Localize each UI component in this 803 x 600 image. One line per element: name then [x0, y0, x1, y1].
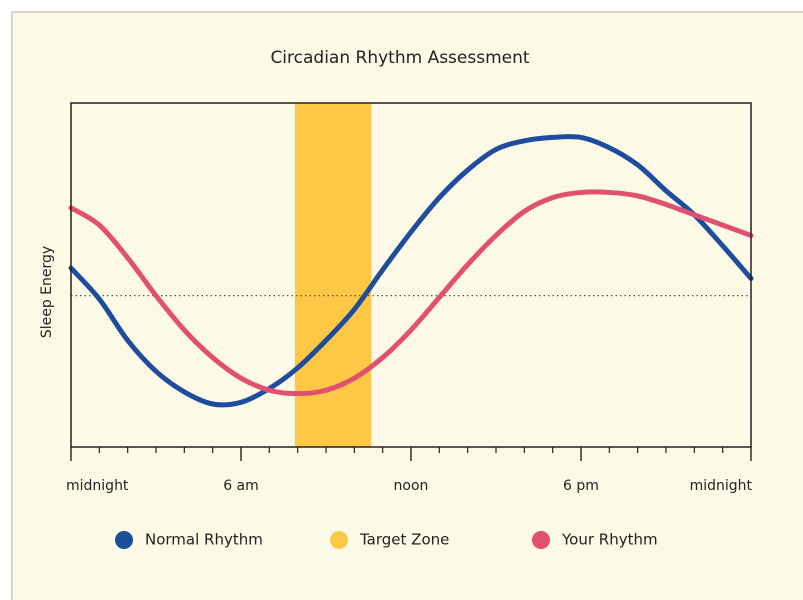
x-tick-label: 6 am: [223, 478, 259, 494]
series-line: [68, 189, 754, 397]
legend-label: Target Zone: [359, 531, 449, 549]
legend-swatch: [330, 531, 348, 549]
x-tick-label: midnight: [66, 478, 129, 494]
x-tick-label: 6 pm: [563, 478, 599, 494]
legend-swatch: [532, 531, 550, 549]
chart-title: Circadian Rhythm Assessment: [270, 48, 529, 68]
y-axis-label: Sleep Energy: [39, 246, 55, 338]
series-line: [68, 133, 754, 408]
legend-label: Normal Rhythm: [145, 531, 263, 549]
panel: [11, 11, 803, 600]
legend-label: Your Rhythm: [561, 531, 658, 549]
x-tick-label: midnight: [690, 478, 753, 494]
legend-swatch: [115, 531, 133, 549]
x-tick-label: noon: [394, 478, 429, 494]
